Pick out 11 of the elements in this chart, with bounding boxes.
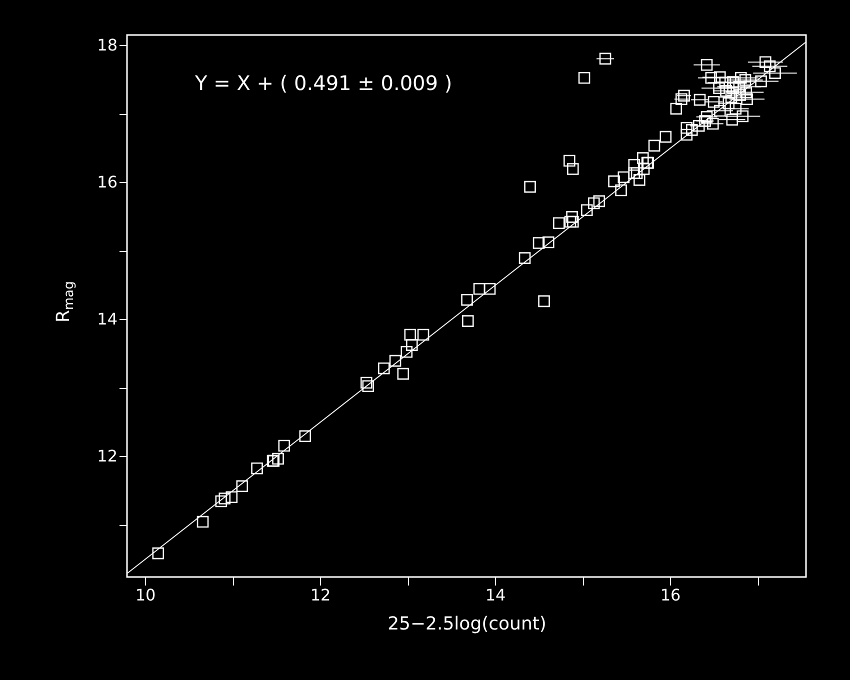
x-tick-label: 16	[660, 586, 681, 604]
y-tick-label: 16	[97, 172, 118, 192]
x-tick-label: 10	[135, 586, 156, 604]
y-tick-label: 14	[97, 310, 118, 329]
y-axis-title: Rmag	[53, 281, 77, 323]
x-tick-label: 12	[310, 586, 331, 604]
annotation: Y = X + ( 0.491 ± 0.009 )	[194, 71, 452, 95]
y-tick-label: 18	[97, 36, 118, 54]
x-tick-label: 14	[485, 586, 506, 604]
y-tick-label: 12	[97, 446, 118, 466]
x-axis-title: 25−2.5log(count)	[388, 614, 546, 634]
